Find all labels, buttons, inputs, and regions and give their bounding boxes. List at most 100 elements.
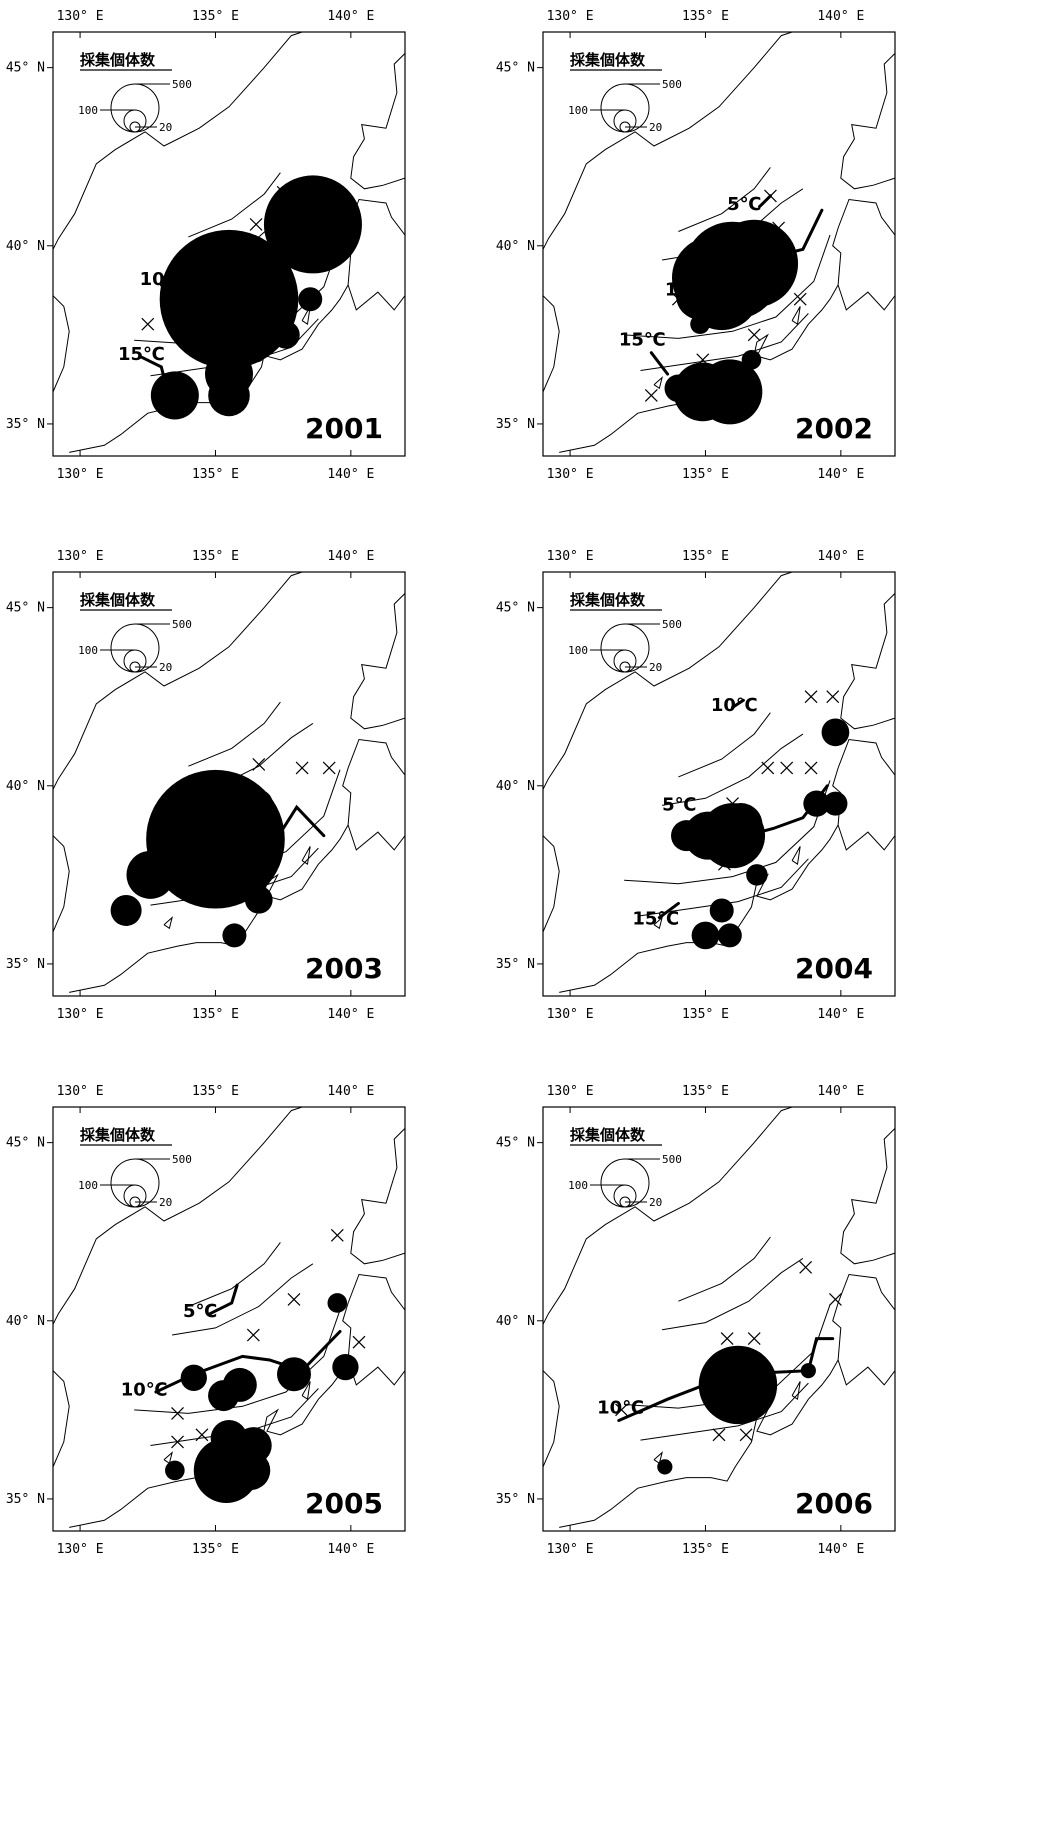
lat-label: 35° N xyxy=(6,417,45,432)
map-panel-2002: 130° E 130° E 135° E 135° E 140° E 140° E 45° … xyxy=(490,0,1010,600)
coastline-6 xyxy=(653,376,663,390)
lon-label-bottom: 135° E xyxy=(192,1542,239,1557)
legend-title: 採集個体数 xyxy=(80,51,156,69)
catch-circle xyxy=(697,359,763,425)
catch-circle xyxy=(159,229,299,369)
isotherm-label: 5℃ xyxy=(662,795,696,816)
legend-title: 採集個体数 xyxy=(570,51,646,69)
catch-circle xyxy=(298,287,323,312)
lon-label-bottom: 140° E xyxy=(817,467,864,482)
sea-map-2006: 130° E 130° E 135° E 135° E 140° E 140° E 45° … xyxy=(496,1084,896,1557)
zero-catch-station xyxy=(171,1406,184,1420)
lat-label: 40° N xyxy=(6,1314,45,1329)
catch-circle xyxy=(803,790,830,817)
lon-label-top: 135° E xyxy=(192,1084,239,1099)
thin-isotherm-line-2 xyxy=(640,858,809,917)
catch-legend: 採集個体数 500 100 20 xyxy=(568,591,682,674)
lat-label: 35° N xyxy=(6,1492,45,1507)
zero-catch-station xyxy=(793,292,807,306)
zero-catch-station xyxy=(804,761,818,775)
zero-catch-station xyxy=(249,217,263,231)
lat-label: 40° N xyxy=(496,239,535,254)
map-content xyxy=(543,32,895,453)
coastline-3 xyxy=(342,1273,405,1386)
thin-isotherm-line-3 xyxy=(662,1257,804,1331)
lon-label-bottom: 140° E xyxy=(817,1542,864,1557)
lat-label: 40° N xyxy=(496,1314,535,1329)
thick-isotherm-line-3 xyxy=(657,901,680,920)
thin-isotherm-line-4 xyxy=(678,712,771,778)
isotherm-label: 10℃ xyxy=(597,1397,644,1418)
lat-label: 40° N xyxy=(496,779,535,794)
lat-label: 35° N xyxy=(496,957,535,972)
coastline-2 xyxy=(350,1128,405,1265)
thin-isotherm-line-4 xyxy=(678,167,771,232)
coastline-5 xyxy=(791,306,801,326)
catch-circle xyxy=(222,923,247,948)
catch-circle xyxy=(657,1459,673,1475)
catch-circle xyxy=(664,374,693,403)
coastline-2 xyxy=(840,53,895,190)
lat-label: 35° N xyxy=(6,957,45,972)
lon-label-top: 140° E xyxy=(327,549,374,564)
catch-circle xyxy=(800,1363,816,1379)
catch-circle xyxy=(246,342,266,363)
map-panel-2005: 130° E 130° E 135° E 135° E 140° E 140° E 45° … xyxy=(0,1075,520,1675)
lon-label-bottom: 135° E xyxy=(682,1007,729,1022)
zero-catch-station xyxy=(764,189,777,203)
coastline-5 xyxy=(301,1381,311,1401)
catch-circle xyxy=(165,1460,185,1481)
lon-label-top: 140° E xyxy=(817,9,864,24)
catch-circle xyxy=(690,314,710,334)
lon-label-bottom: 130° E xyxy=(547,1007,594,1022)
catch-circle xyxy=(718,803,763,847)
zero-catch-station xyxy=(330,1228,344,1242)
thick-isotherm-line-3 xyxy=(649,351,670,376)
legend-circle-100 xyxy=(613,1184,637,1208)
catch-legend: 採集個体数 500 100 20 xyxy=(568,1126,682,1209)
coastline-2 xyxy=(840,1128,895,1265)
catch-circle xyxy=(208,374,250,417)
lon-label-top: 130° E xyxy=(547,1084,594,1099)
legend-circle-100 xyxy=(123,109,147,133)
catch-circle xyxy=(263,175,362,274)
catch-circle xyxy=(691,921,720,950)
legend-value-20: 20 xyxy=(649,661,662,674)
zero-catch-station xyxy=(799,1260,813,1274)
catch-circle xyxy=(244,885,273,914)
legend-value-100: 100 xyxy=(78,644,98,657)
lon-label-bottom: 140° E xyxy=(327,467,374,482)
legend-title: 採集個体数 xyxy=(80,1126,156,1144)
coastline-3 xyxy=(832,1273,895,1386)
legend-title: 採集個体数 xyxy=(80,591,156,609)
thin-isotherm-line-3 xyxy=(172,1263,314,1336)
catch-circle xyxy=(821,718,850,747)
legend-value-20: 20 xyxy=(159,1196,172,1209)
zero-catch-station xyxy=(295,761,309,775)
thin-isotherm-line-4 xyxy=(678,1236,771,1302)
lat-label: 35° N xyxy=(496,417,535,432)
coastline-5 xyxy=(301,306,311,326)
zero-catch-station xyxy=(826,690,840,704)
sea-map-2003: 130° E 130° E 135° E 135° E 140° E 140° E 45° … xyxy=(6,549,406,1022)
map-content xyxy=(543,1107,895,1528)
coastline-3 xyxy=(832,198,895,311)
sea-map-2002: 130° E 130° E 135° E 135° E 140° E 140° E 45° … xyxy=(496,9,896,482)
map-content xyxy=(53,572,405,993)
zero-catch-station xyxy=(615,1403,628,1417)
zero-catch-station xyxy=(712,1428,726,1442)
catch-circle xyxy=(723,1354,742,1373)
map-frame xyxy=(52,571,406,997)
catch-legend: 採集個体数 500 100 20 xyxy=(78,591,192,674)
catch-circle xyxy=(746,864,768,886)
isotherm-label: 10℃ xyxy=(121,1380,168,1401)
lon-label-top: 135° E xyxy=(192,9,239,24)
zero-catch-station xyxy=(322,761,336,775)
zero-catch-station xyxy=(246,1328,260,1342)
coastline-1 xyxy=(53,1107,303,1468)
zero-catch-station xyxy=(747,1332,761,1346)
map-panel-2006: 130° E 130° E 135° E 135° E 140° E 140° E 45° … xyxy=(490,1075,1010,1675)
zero-catch-station xyxy=(195,1428,209,1442)
isotherm-label: 5℃ xyxy=(727,194,761,215)
year-label: 2003 xyxy=(305,952,383,985)
